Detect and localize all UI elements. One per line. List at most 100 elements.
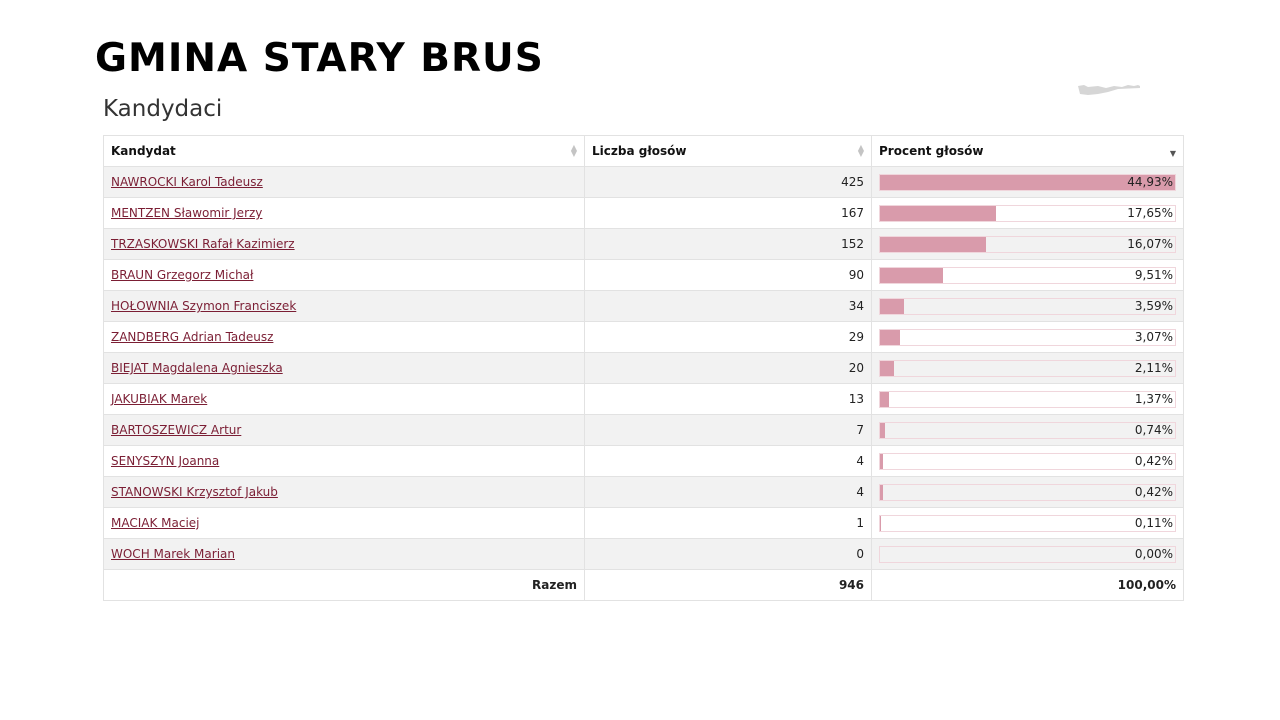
percent-label: 17,65%: [1127, 205, 1173, 220]
percent-bar-fill: [880, 174, 1175, 190]
percent-bar: 9,51%: [879, 266, 1176, 284]
candidate-link[interactable]: HOŁOWNIA Szymon Franciszek: [111, 299, 297, 313]
candidate-link[interactable]: JAKUBIAK Marek: [111, 392, 208, 406]
percent-label: 3,07%: [1134, 329, 1173, 344]
percent-cell: 0,74%: [871, 414, 1184, 446]
footer-label: Razem: [103, 569, 585, 601]
table-row: NAWROCKI Karol Tadeusz 425 44,93%: [103, 166, 1184, 198]
percent-cell: 3,07%: [871, 321, 1184, 353]
column-header-label: Liczba głosów: [592, 144, 687, 158]
percent-bar: 3,07%: [879, 328, 1176, 346]
percent-bar: 0,00%: [879, 545, 1176, 563]
candidate-link[interactable]: NAWROCKI Karol Tadeusz: [111, 175, 263, 189]
page-title: GMINA STARY BRUS: [95, 36, 544, 81]
candidate-cell: NAWROCKI Karol Tadeusz: [103, 166, 585, 198]
percent-bar-fill: [880, 484, 883, 500]
percent-bar-fill: [880, 391, 890, 407]
column-header-label: Kandydat: [111, 144, 176, 158]
votes-cell: 152: [584, 228, 872, 260]
percent-bar-fill: [880, 422, 885, 438]
votes-cell: 0: [584, 538, 872, 570]
votes-cell: 4: [584, 445, 872, 477]
candidate-cell: BRAUN Grzegorz Michał: [103, 259, 585, 291]
column-header-candidate[interactable]: Kandydat ▲ ▼: [103, 135, 585, 167]
candidate-link[interactable]: ZANDBERG Adrian Tadeusz: [111, 330, 274, 344]
votes-cell: 4: [584, 476, 872, 508]
table-footer-row: Razem 946 100,00%: [103, 569, 1184, 601]
candidate-link[interactable]: BARTOSZEWICZ Artur: [111, 423, 242, 437]
candidate-cell: WOCH Marek Marian: [103, 538, 585, 570]
candidate-cell: BARTOSZEWICZ Artur: [103, 414, 585, 446]
candidate-link[interactable]: STANOWSKI Krzysztof Jakub: [111, 485, 278, 499]
table-row: BRAUN Grzegorz Michał 90 9,51%: [103, 259, 1184, 291]
candidate-cell: ZANDBERG Adrian Tadeusz: [103, 321, 585, 353]
percent-bar: 0,74%: [879, 421, 1176, 439]
votes-cell: 20: [584, 352, 872, 384]
percent-label: 2,11%: [1134, 360, 1173, 375]
percent-label: 0,00%: [1134, 546, 1173, 561]
candidate-cell: MENTZEN Sławomir Jerzy: [103, 197, 585, 229]
percent-label: 1,37%: [1134, 391, 1173, 406]
votes-cell: 1: [584, 507, 872, 539]
percent-cell: 0,00%: [871, 538, 1184, 570]
percent-bar-fill: [880, 236, 986, 252]
table-row: ZANDBERG Adrian Tadeusz 29 3,07%: [103, 321, 1184, 353]
table-row: MENTZEN Sławomir Jerzy 167 17,65%: [103, 197, 1184, 229]
percent-cell: 44,93%: [871, 166, 1184, 198]
table-row: BIEJAT Magdalena Agnieszka 20 2,11%: [103, 352, 1184, 384]
percent-bar: 1,37%: [879, 390, 1176, 408]
votes-cell: 167: [584, 197, 872, 229]
percent-bar: 3,59%: [879, 297, 1176, 315]
votes-cell: 425: [584, 166, 872, 198]
sort-icon[interactable]: ▲ ▼: [570, 143, 577, 158]
percent-cell: 0,42%: [871, 445, 1184, 477]
percent-label: 44,93%: [1127, 174, 1173, 189]
candidate-link[interactable]: MACIAK Maciej: [111, 516, 200, 530]
table-row: TRZASKOWSKI Rafał Kazimierz 152 16,07%: [103, 228, 1184, 260]
percent-label: 9,51%: [1134, 267, 1173, 282]
footer-votes: 946: [584, 569, 872, 601]
column-header-percent[interactable]: Procent głosów ▲▼: [871, 135, 1184, 167]
candidate-link[interactable]: BRAUN Grzegorz Michał: [111, 268, 254, 282]
table-row: BARTOSZEWICZ Artur 7 0,74%: [103, 414, 1184, 446]
percent-bar-fill: [880, 298, 904, 314]
candidate-link[interactable]: TRZASKOWSKI Rafał Kazimierz: [111, 237, 295, 251]
candidate-link[interactable]: SENYSZYN Joanna: [111, 454, 220, 468]
table-header-row: Kandydat ▲ ▼ Liczba głosów ▲ ▼ Procent gło…: [103, 135, 1184, 167]
candidate-cell: TRZASKOWSKI Rafał Kazimierz: [103, 228, 585, 260]
percent-cell: 9,51%: [871, 259, 1184, 291]
section-title: Kandydaci: [103, 96, 223, 122]
percent-cell: 17,65%: [871, 197, 1184, 229]
results-table: Kandydat ▲ ▼ Liczba głosów ▲ ▼ Procent gło…: [103, 135, 1184, 601]
percent-bar-fill: [880, 453, 883, 469]
percent-label: 0,42%: [1134, 484, 1173, 499]
candidate-cell: SENYSZYN Joanna: [103, 445, 585, 477]
votes-cell: 90: [584, 259, 872, 291]
candidate-link[interactable]: BIEJAT Magdalena Agnieszka: [111, 361, 283, 375]
column-header-votes[interactable]: Liczba głosów ▲ ▼: [584, 135, 872, 167]
candidate-cell: JAKUBIAK Marek: [103, 383, 585, 415]
candidate-link[interactable]: MENTZEN Sławomir Jerzy: [111, 206, 263, 220]
votes-cell: 13: [584, 383, 872, 415]
table-row: STANOWSKI Krzysztof Jakub 4 0,42%: [103, 476, 1184, 508]
sort-descending-icon[interactable]: ▲▼: [1169, 149, 1176, 158]
votes-cell: 29: [584, 321, 872, 353]
percent-cell: 0,11%: [871, 507, 1184, 539]
percent-label: 3,59%: [1134, 298, 1173, 313]
percent-bar-fill: [880, 329, 901, 345]
percent-cell: 3,59%: [871, 290, 1184, 322]
table-row: JAKUBIAK Marek 13 1,37%: [103, 383, 1184, 415]
percent-bar: 44,93%: [879, 173, 1176, 191]
table-row: SENYSZYN Joanna 4 0,42%: [103, 445, 1184, 477]
percent-bar: 16,07%: [879, 235, 1176, 253]
table-row: HOŁOWNIA Szymon Franciszek 34 3,59%: [103, 290, 1184, 322]
percent-bar: 0,11%: [879, 514, 1176, 532]
percent-bar: 0,42%: [879, 452, 1176, 470]
candidate-link[interactable]: WOCH Marek Marian: [111, 547, 235, 561]
sort-icon[interactable]: ▲ ▼: [857, 143, 864, 158]
percent-label: 0,42%: [1134, 453, 1173, 468]
percent-bar-fill: [880, 360, 894, 376]
percent-bar: 2,11%: [879, 359, 1176, 377]
table-row: WOCH Marek Marian 0 0,00%: [103, 538, 1184, 570]
percent-cell: 0,42%: [871, 476, 1184, 508]
